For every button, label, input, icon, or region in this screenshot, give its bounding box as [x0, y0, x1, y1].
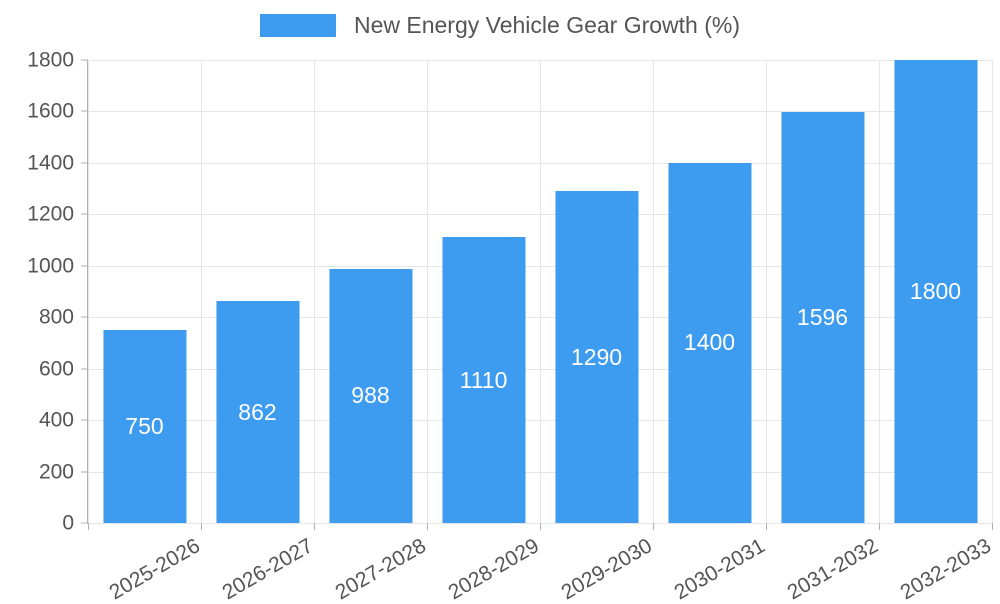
- bar-value-label: 1800: [909, 278, 962, 304]
- x-gridline: [766, 60, 767, 523]
- x-axis-tick-mark: [879, 523, 880, 530]
- x-axis-tick-label: 2029-2030: [557, 534, 657, 604]
- bar-value-label: 988: [351, 382, 390, 409]
- y-axis-tick-label: 800: [38, 305, 74, 329]
- bar[interactable]: 988: [328, 268, 413, 523]
- bar[interactable]: 1290: [554, 191, 639, 523]
- bar[interactable]: 1110: [441, 237, 526, 523]
- chart-legend: New Energy Vehicle Gear Growth (%): [0, 14, 1000, 37]
- y-axis-tick-label: 1800: [27, 48, 74, 72]
- bar-slot: 1800 2032-2033: [879, 60, 995, 604]
- x-gridline: [427, 60, 428, 523]
- x-axis-tick-label: 2026-2027: [218, 534, 318, 604]
- legend-color-swatch: [259, 14, 336, 37]
- legend-item-label: New Energy Vehicle Gear Growth (%): [353, 12, 741, 38]
- y-axis-tick-mark: [81, 419, 88, 421]
- plot-area: 0 200 400 600 800 1000 1200 1400 1600 1800 750 2025…: [27, 50, 995, 604]
- x-gridline: [88, 60, 89, 523]
- x-axis-tick-label: 2030-2031: [670, 534, 770, 604]
- y-axis-tick-mark: [81, 213, 88, 215]
- y-axis-tick-label: 1000: [27, 254, 74, 278]
- y-axis-tick-label: 1200: [27, 202, 74, 226]
- x-gridline: [992, 60, 993, 523]
- bar[interactable]: 1400: [667, 162, 752, 523]
- y-axis-tick-mark: [81, 471, 88, 473]
- x-axis-tick-mark: [653, 523, 654, 530]
- x-axis-tick-mark: [88, 523, 89, 530]
- bar-value-label: 1110: [459, 366, 508, 393]
- y-axis-tick-label: 1400: [27, 151, 74, 175]
- bar-slot: 988 2027-2028: [314, 60, 430, 604]
- bar[interactable]: 1800: [893, 60, 978, 523]
- bar-slot: 1596 2031-2032: [766, 60, 882, 604]
- y-axis-tick-mark: [81, 162, 88, 164]
- bar[interactable]: 1596: [780, 112, 865, 523]
- y-axis-tick-label: 200: [38, 460, 74, 484]
- bar-slot: 862 2026-2027: [201, 60, 317, 604]
- x-axis-tick-mark: [540, 523, 541, 530]
- bar[interactable]: 862: [215, 301, 300, 523]
- x-axis-tick-label: 2031-2032: [783, 534, 883, 604]
- bar-slot: 1110 2028-2029: [427, 60, 543, 604]
- x-axis-tick-label: 2025-2026: [105, 534, 205, 604]
- y-axis-tick-label: 1600: [27, 99, 74, 123]
- y-axis-tick-mark: [81, 368, 88, 370]
- x-axis-tick-mark: [427, 523, 428, 530]
- x-gridline: [653, 60, 654, 523]
- x-axis-tick-mark: [766, 523, 767, 530]
- bar-slot: 1400 2030-2031: [653, 60, 769, 604]
- y-axis-tick-mark: [81, 522, 88, 524]
- bar-value-label: 1596: [796, 304, 849, 331]
- bar-value-label: 1290: [570, 343, 623, 370]
- y-axis-tick-label: 0: [62, 511, 74, 535]
- legend-item-new-energy-vehicle-gear-growth[interactable]: New Energy Vehicle Gear Growth (%): [259, 12, 741, 38]
- x-gridline: [314, 60, 315, 523]
- bar-value-label: 862: [238, 398, 277, 425]
- x-axis-tick-label: 2028-2029: [444, 534, 544, 604]
- y-axis-tick-label: 600: [38, 357, 74, 381]
- bar[interactable]: 750: [102, 330, 187, 523]
- bar-value-label: 1400: [683, 329, 736, 356]
- x-axis-tick-mark: [201, 523, 202, 530]
- x-axis-tick-mark: [314, 523, 315, 530]
- y-axis-tick-mark: [81, 59, 88, 61]
- x-axis-tick-mark: [992, 523, 993, 530]
- bar-slot: 750 2025-2026: [88, 60, 204, 604]
- y-axis-tick-mark: [81, 316, 88, 318]
- x-gridline: [201, 60, 202, 523]
- x-gridline: [879, 60, 880, 523]
- bar-slot: 1290 2029-2030: [540, 60, 656, 604]
- y-axis-spine: [87, 60, 88, 523]
- y-axis-tick-mark: [81, 110, 88, 112]
- x-gridline: [540, 60, 541, 523]
- x-axis-tick-label: 2032-2033: [896, 534, 996, 604]
- x-axis-tick-label: 2027-2028: [331, 534, 431, 604]
- y-axis-tick-mark: [81, 265, 88, 267]
- bar-value-label: 750: [125, 413, 164, 440]
- y-axis-tick-label: 400: [38, 408, 74, 432]
